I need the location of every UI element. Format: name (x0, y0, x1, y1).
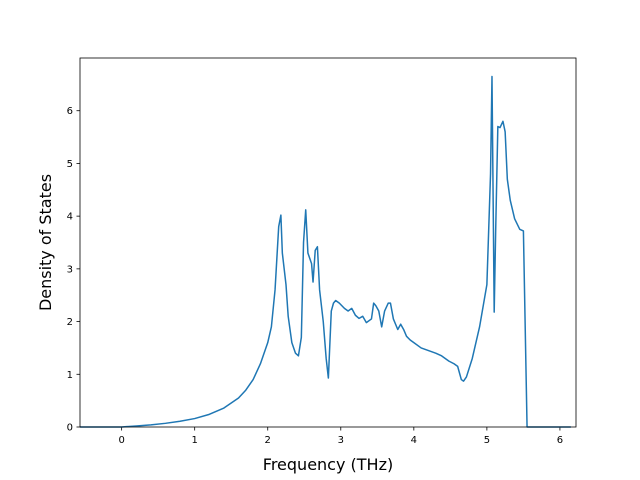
y-axis-label: Density of States (36, 174, 55, 311)
y-tick-label: 3 (67, 264, 73, 275)
y-tick-label: 0 (67, 423, 73, 434)
x-tick-label: 5 (484, 435, 490, 446)
y-tick-label: 2 (67, 317, 73, 328)
y-tick-label: 4 (67, 212, 73, 223)
x-tick-label: 4 (411, 435, 417, 446)
x-tick-label: 1 (191, 435, 197, 446)
y-tick-label: 6 (67, 106, 73, 117)
y-axis-ticks: 0 1 2 3 4 5 6 (67, 106, 80, 434)
x-tick-label: 3 (338, 435, 344, 446)
x-tick-label: 6 (557, 435, 563, 446)
dos-series-line (80, 75, 571, 428)
x-tick-label: 0 (118, 435, 124, 446)
x-axis-ticks: 0 1 2 3 4 5 6 (118, 427, 563, 446)
y-tick-label: 1 (67, 370, 73, 381)
y-tick-label: 5 (67, 159, 73, 170)
x-axis-label: Frequency (THz) (263, 455, 393, 474)
plot-frame (79, 57, 577, 428)
x-tick-label: 2 (265, 435, 271, 446)
